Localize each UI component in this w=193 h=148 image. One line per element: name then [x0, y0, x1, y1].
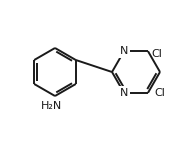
Text: H₂N: H₂N	[41, 101, 63, 111]
Text: N: N	[120, 88, 128, 98]
Text: Cl: Cl	[154, 88, 165, 98]
Text: Cl: Cl	[151, 49, 162, 59]
Text: N: N	[120, 46, 128, 56]
